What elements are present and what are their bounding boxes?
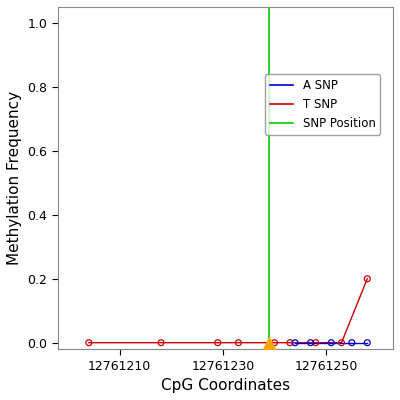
Point — [235, 340, 242, 346]
Point — [312, 340, 319, 346]
Point — [328, 340, 334, 346]
Point — [287, 340, 293, 346]
Point — [292, 340, 298, 346]
Point — [214, 340, 221, 346]
Point — [349, 340, 355, 346]
Point — [86, 340, 92, 346]
Legend: A SNP, T SNP, SNP Position: A SNP, T SNP, SNP Position — [265, 74, 380, 135]
Point — [307, 340, 314, 346]
Y-axis label: Methylation Frequency: Methylation Frequency — [7, 91, 22, 265]
Point — [364, 276, 370, 282]
Point — [158, 340, 164, 346]
Point — [364, 340, 370, 346]
Point — [266, 340, 272, 346]
Point — [271, 340, 278, 346]
Point — [338, 340, 345, 346]
X-axis label: CpG Coordinates: CpG Coordinates — [161, 378, 290, 393]
